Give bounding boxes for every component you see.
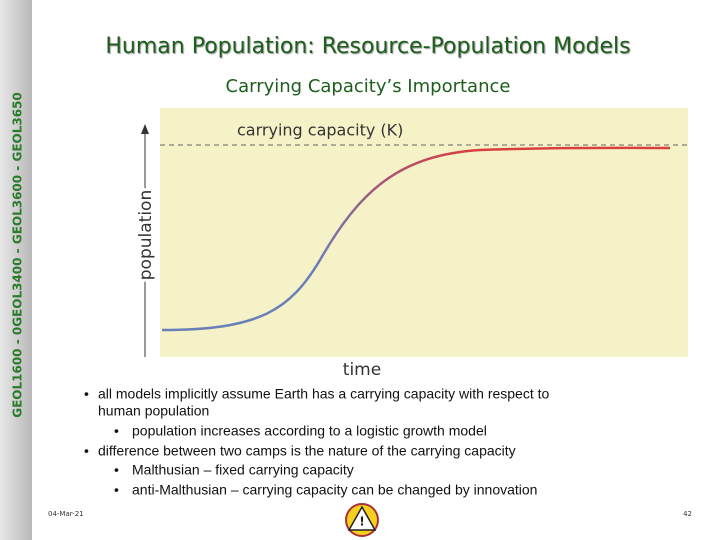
footer-date: 04-Mar-21 [48,510,84,518]
x-label: time [343,360,381,380]
sidebar [0,0,32,540]
sub-bullet-text: population increases according to a logi… [132,423,487,439]
sub-bullet-text: anti-Malthusian – carrying capacity can … [132,482,537,498]
bullet-text: all models implicitly assume Earth has a… [98,386,550,402]
bullet: • [84,443,89,459]
title: Human Population: Resource-Population Mo… [105,34,630,59]
k-label: carrying capacity (K) [237,121,403,140]
bullet: • [114,482,119,498]
sidebar-label: GEOL1600 - 0GEOL3400 - GEOL3600 - GEOL36… [11,92,25,418]
y-label: population [136,190,156,280]
figure-panel [160,108,688,357]
sub-bullet-text: Malthusian – fixed carrying capacity [132,462,354,478]
subtitle: Carrying Capacity’s Importance [226,76,511,97]
bullet-text: difference between two camps is the natu… [98,443,516,459]
bullet: • [114,423,119,439]
bullet-text: human population [98,403,209,419]
bullet: • [114,462,119,478]
page-number: 42 [683,510,692,518]
logistic-curve [161,146,671,332]
y-arrow [141,124,149,134]
svg-text:!: ! [359,515,364,529]
bullet: • [84,386,89,402]
logo: ! [345,503,379,537]
